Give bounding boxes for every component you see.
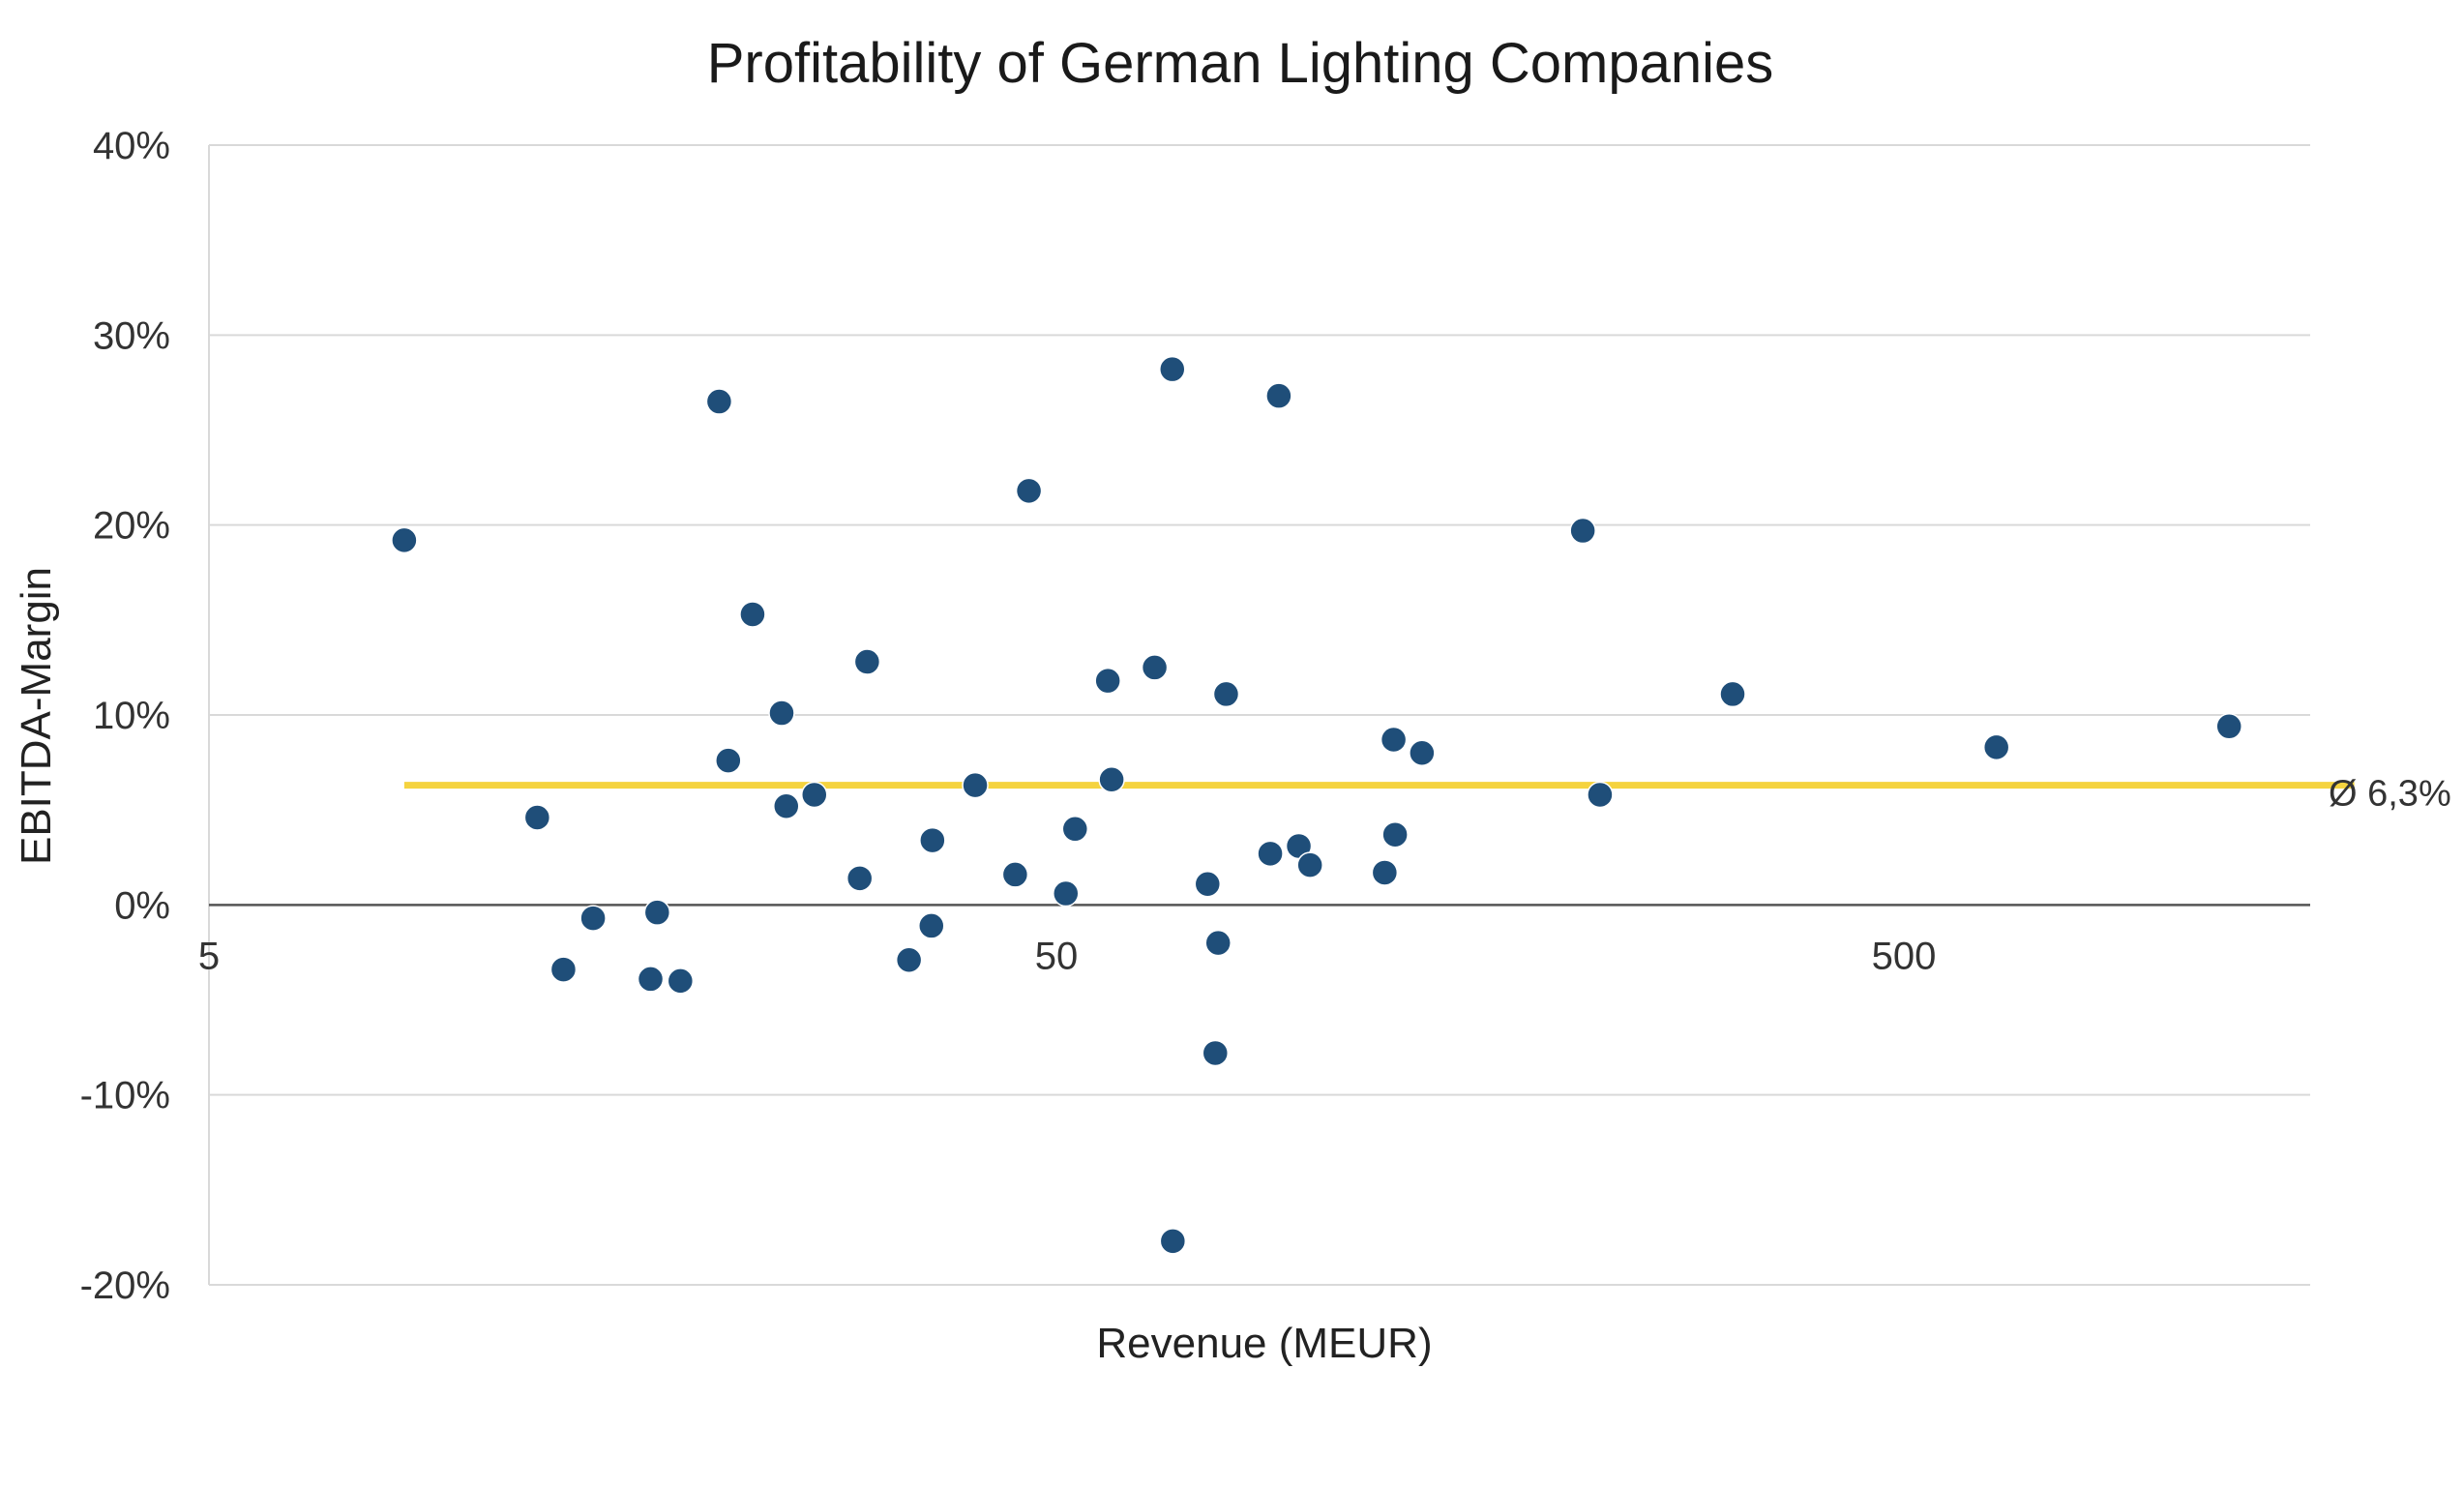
scatter-point [1212, 680, 1240, 708]
scatter-point [918, 912, 945, 939]
average-reference-line: Ø 6,3% [403, 774, 2451, 815]
scatter-point [1159, 355, 1186, 383]
x-tick-label: 50 [1035, 935, 1079, 977]
scatter-point [801, 781, 828, 809]
scatter-point [1204, 929, 1232, 957]
x-tick-label: 500 [1872, 935, 1937, 977]
scatter-point [1265, 382, 1292, 409]
y-axis-ticks: 40% 30% 20% 10% 0% -10% -20% [80, 125, 170, 1307]
scatter-point [1061, 816, 1089, 843]
scatter-point [1982, 733, 2010, 761]
x-axis-label: Revenue (MEUR) [1096, 1320, 1432, 1367]
gridlines [208, 144, 2310, 1286]
scatter-point [1094, 667, 1121, 695]
scatter-point [715, 747, 742, 774]
scatter-point [1257, 840, 1284, 868]
scatter-point [637, 966, 665, 993]
scatter-point [919, 826, 946, 854]
average-line-label: Ø 6,3% [2329, 774, 2451, 815]
scatter-point [1296, 851, 1323, 878]
scatter-point [962, 771, 989, 799]
scatter-point [895, 946, 923, 974]
scatter-point [1371, 859, 1399, 886]
scatter-point [2215, 713, 2242, 740]
y-tick-label: -10% [80, 1075, 170, 1117]
scatter-point [667, 967, 695, 995]
scatter-point [1409, 739, 1436, 767]
scatter-point [579, 905, 607, 932]
scatter-point [549, 956, 578, 983]
scatter-point [1202, 1039, 1230, 1067]
scatter-point [1001, 861, 1029, 888]
y-tick-label: -20% [80, 1265, 170, 1307]
scatter-point [1015, 477, 1043, 505]
scatter-point [846, 865, 874, 892]
scatter-point [1381, 820, 1409, 848]
scatter-point [853, 648, 881, 675]
x-axis-ticks: 5 50 500 [198, 935, 1937, 977]
scatter-point [773, 792, 800, 819]
y-tick-label: 0% [114, 884, 170, 927]
y-tick-label: 30% [93, 314, 170, 357]
scatter-point [1141, 654, 1169, 681]
y-tick-label: 40% [93, 125, 170, 167]
scatter-point [739, 601, 766, 628]
scatter-point [1194, 870, 1222, 898]
scatter-point [391, 526, 418, 554]
scatter-point [1569, 517, 1596, 545]
scatter-point [643, 899, 671, 926]
y-axis-label: EBITDA-Margin [13, 567, 60, 865]
chart-title: Profitability of German Lighting Compani… [707, 32, 1774, 95]
scatter-point [1053, 879, 1080, 908]
scatter-point [768, 699, 795, 727]
scatter-point [1098, 766, 1125, 793]
scatter-point [1380, 726, 1408, 754]
y-tick-label: 10% [93, 695, 170, 737]
scatter-point [1587, 781, 1614, 809]
scatter-point [1719, 680, 1746, 708]
data-points [391, 355, 2242, 1255]
scatter-point [523, 804, 551, 831]
y-tick-label: 20% [93, 505, 170, 548]
x-tick-label: 5 [198, 935, 220, 977]
scatter-point [705, 388, 733, 415]
scatter-point [1159, 1228, 1187, 1255]
